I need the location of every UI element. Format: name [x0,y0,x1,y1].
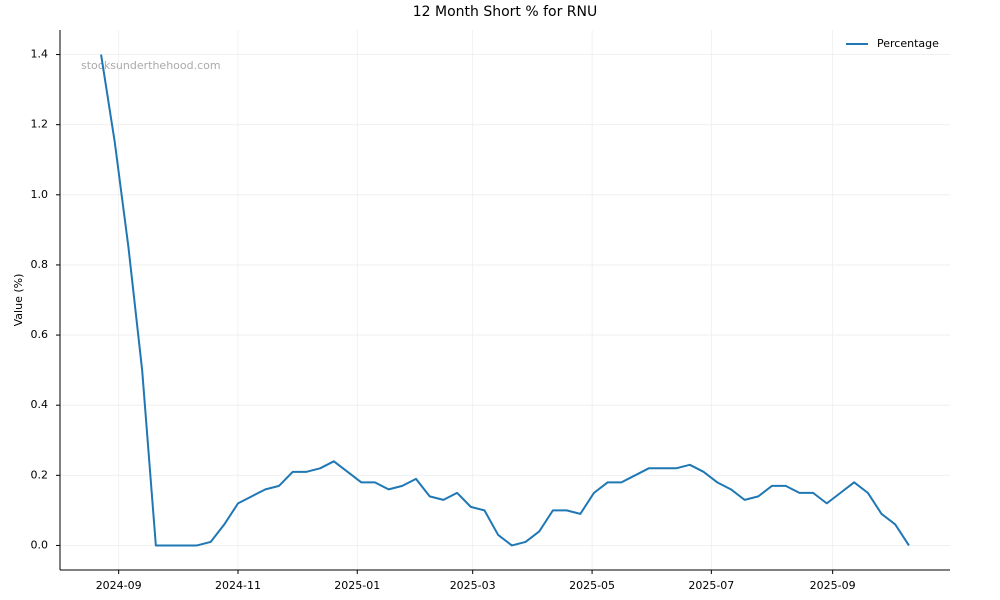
y-tick-label: 1.0 [31,188,49,201]
y-tick-label: 0.8 [31,258,49,271]
y-tick-label: 1.2 [31,118,49,131]
chart-title: 12 Month Short % for RNU [413,4,598,20]
x-tick-label: 2025-03 [450,579,496,592]
x-tick-label: 2024-11 [215,579,261,592]
y-tick-label: 1.4 [31,48,49,61]
y-tick-label: 0.0 [31,538,49,551]
legend-label: Percentage [877,37,939,50]
x-tick-label: 2025-05 [569,579,615,592]
watermark: stocksunderthehood.com [81,59,221,72]
y-tick-label: 0.6 [31,328,49,341]
y-tick-label: 0.4 [31,398,49,411]
x-tick-label: 2025-01 [334,579,380,592]
x-tick-label: 2024-09 [96,579,142,592]
y-tick-label: 0.2 [31,468,49,481]
x-tick-label: 2025-07 [688,579,734,592]
x-tick-label: 2025-09 [810,579,856,592]
line-series [100,54,910,547]
y-axis-label: Value (%) [12,274,25,327]
